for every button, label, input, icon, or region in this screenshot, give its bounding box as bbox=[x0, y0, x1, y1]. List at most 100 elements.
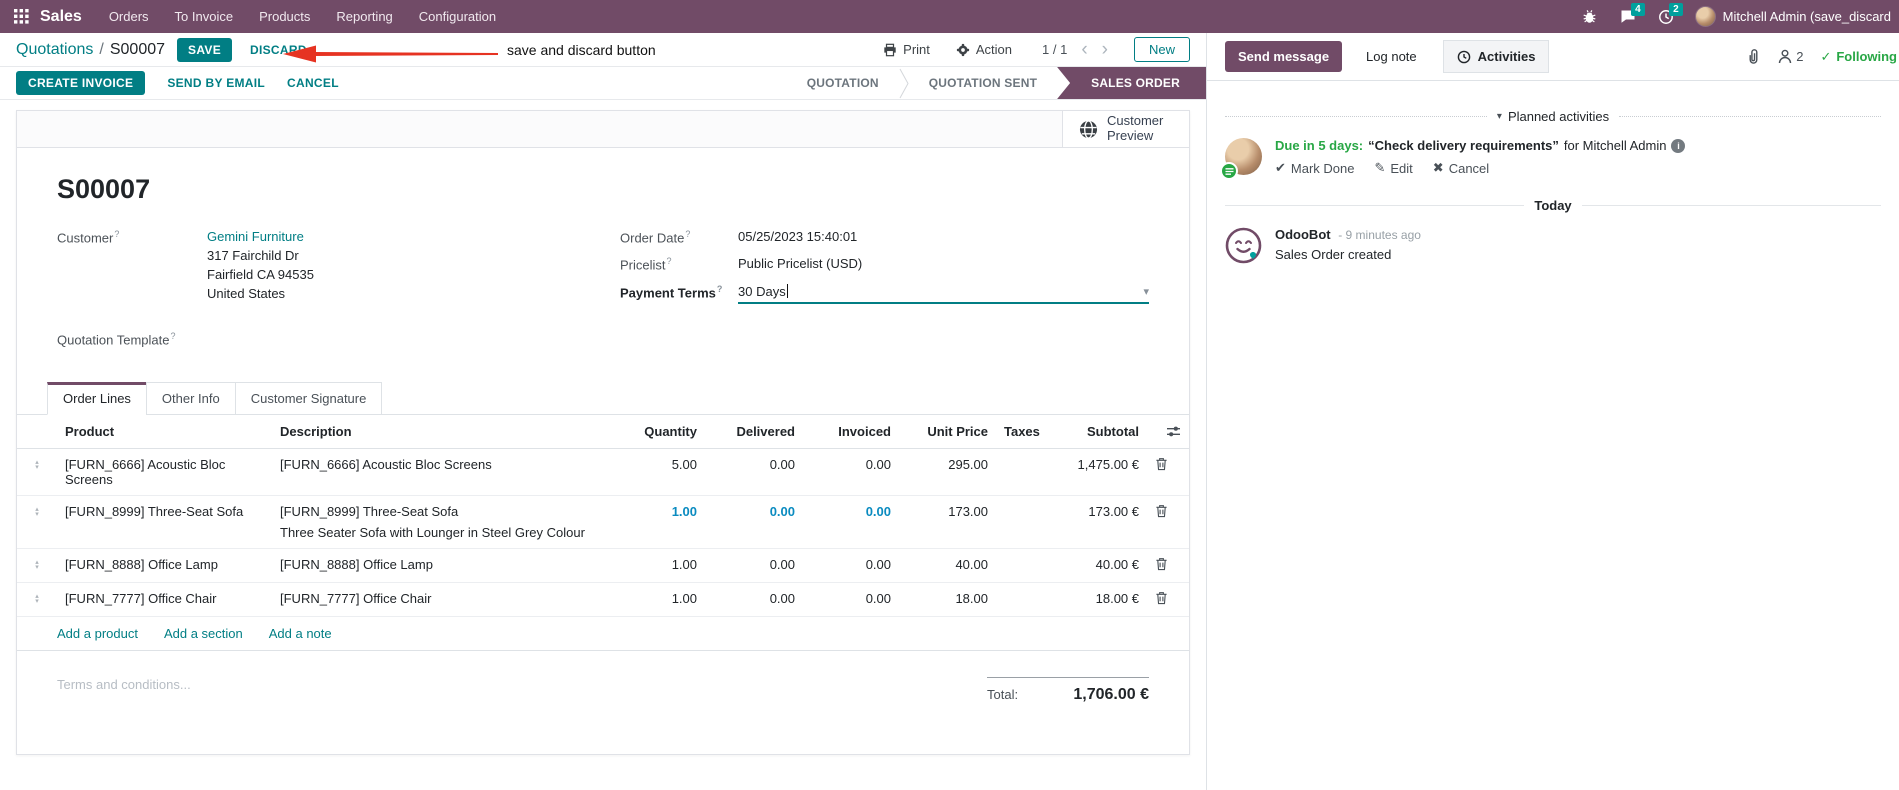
invoiced-header[interactable]: Invoiced bbox=[803, 415, 899, 450]
optional-columns-button[interactable] bbox=[1147, 415, 1189, 450]
user-menu[interactable]: Mitchell Admin (save_discard bbox=[1689, 6, 1891, 27]
activities-clock-icon[interactable]: 2 bbox=[1651, 0, 1683, 33]
menu-orders[interactable]: Orders bbox=[108, 9, 149, 24]
messages-icon[interactable]: 4 bbox=[1613, 0, 1645, 33]
info-icon[interactable]: i bbox=[1671, 138, 1686, 153]
menu-products[interactable]: Products bbox=[259, 9, 311, 24]
following-button[interactable]: ✓ Following bbox=[1820, 49, 1897, 65]
order-sheet: Customer Preview S00007 Customer? bbox=[16, 110, 1190, 755]
pager-next-icon[interactable]: › bbox=[1101, 39, 1108, 60]
drag-handle-icon[interactable]: ▴ ▾ bbox=[35, 506, 39, 519]
cell-delivered: 0.00 bbox=[705, 548, 803, 584]
status-step-sales-order[interactable]: SALES ORDER bbox=[1057, 67, 1206, 99]
log-note-button[interactable]: Log note bbox=[1366, 49, 1417, 64]
order-date-value[interactable]: 05/25/2023 15:40:01 bbox=[738, 229, 858, 244]
table-row[interactable]: ▴ ▾ [FURN_6666] Acoustic Bloc Screens [FU… bbox=[17, 448, 1189, 497]
customer-preview-label: Customer Preview bbox=[1107, 113, 1164, 143]
planned-activities-toggle[interactable]: ▾ Planned activities bbox=[1497, 109, 1609, 124]
subtotal-header[interactable]: Subtotal bbox=[1046, 415, 1147, 450]
payment-terms-input[interactable]: 30 Days ▾ bbox=[738, 284, 1149, 304]
delete-line-button[interactable] bbox=[1155, 591, 1168, 605]
delete-line-button[interactable] bbox=[1155, 504, 1168, 518]
save-button[interactable]: SAVE bbox=[177, 37, 233, 62]
cell-description: [FURN_7777] Office Chair bbox=[272, 582, 606, 618]
print-button[interactable]: Print bbox=[883, 42, 930, 57]
customer-name-link[interactable]: Gemini Furniture bbox=[207, 229, 304, 244]
tab-customer-signature[interactable]: Customer Signature bbox=[234, 382, 383, 416]
message-author[interactable]: OdooBot bbox=[1275, 227, 1331, 242]
edit-activity-button[interactable]: ✎ Edit bbox=[1374, 160, 1412, 176]
cell-description: [FURN_8999] Three-Seat Sofa Three Seater… bbox=[272, 495, 606, 550]
drag-handle-icon[interactable]: ▴ ▾ bbox=[35, 459, 39, 472]
menu-to-invoice[interactable]: To Invoice bbox=[174, 9, 234, 24]
add-section-link[interactable]: Add a section bbox=[163, 626, 243, 642]
chatter-message: OdooBot - 9 minutes ago Sales Order crea… bbox=[1225, 227, 1881, 264]
tab-order-lines[interactable]: Order Lines bbox=[47, 382, 147, 416]
printer-icon bbox=[884, 43, 896, 56]
table-row[interactable]: ▴ ▾ [FURN_7777] Office Chair [FURN_7777] … bbox=[17, 582, 1189, 618]
create-invoice-button[interactable]: CREATE INVOICE bbox=[16, 71, 146, 95]
cell-invoiced: 0.00 bbox=[803, 582, 899, 618]
new-button[interactable]: New bbox=[1133, 37, 1190, 62]
description-header[interactable]: Description bbox=[272, 415, 606, 450]
terms-and-conditions-input[interactable]: Terms and conditions... bbox=[57, 677, 191, 693]
attach-files-button[interactable] bbox=[1746, 48, 1761, 65]
menu-reporting[interactable]: Reporting bbox=[336, 9, 393, 24]
app-name[interactable]: Sales bbox=[40, 7, 82, 25]
order-date-field: Order Date? 05/25/2023 15:40:01 bbox=[620, 229, 1149, 245]
activity-summary-line: Due in 5 days: “Check delivery requireme… bbox=[1275, 138, 1686, 153]
drag-handle-icon[interactable]: ▴ ▾ bbox=[35, 559, 39, 572]
add-product-link[interactable]: Add a product bbox=[57, 626, 138, 642]
order-lines-table: Product Description Quantity Delivered I… bbox=[17, 415, 1189, 618]
sheet-button-box: Customer Preview bbox=[17, 111, 1189, 148]
mark-done-button[interactable]: ✔ Mark Done bbox=[1275, 160, 1354, 176]
discard-button[interactable]: DISCARD bbox=[250, 42, 307, 57]
pricelist-value[interactable]: Public Pricelist (USD) bbox=[738, 256, 863, 272]
table-row[interactable]: ▴ ▾ [FURN_8999] Three-Seat Sofa [FURN_899… bbox=[17, 495, 1189, 550]
drag-handle-icon[interactable]: ▴ ▾ bbox=[35, 593, 39, 606]
customer-preview-button[interactable]: Customer Preview bbox=[1062, 111, 1189, 147]
status-step-quotation-sent[interactable]: QUOTATION SENT bbox=[928, 76, 1038, 90]
send-by-email-button[interactable]: SEND BY EMAIL bbox=[167, 76, 266, 90]
delivered-header[interactable]: Delivered bbox=[705, 415, 803, 450]
action-buttons: CREATE INVOICE SEND BY EMAIL CANCEL bbox=[16, 67, 339, 99]
menu-configuration[interactable]: Configuration bbox=[418, 9, 497, 24]
table-row[interactable]: ▴ ▾ [FURN_8888] Office Lamp [FURN_8888] O… bbox=[17, 548, 1189, 584]
product-header[interactable]: Product bbox=[57, 415, 272, 450]
status-step-quotation[interactable]: QUOTATION bbox=[806, 76, 879, 90]
cell-taxes bbox=[996, 548, 1046, 584]
taxes-header[interactable]: Taxes bbox=[996, 415, 1046, 450]
breadcrumb-quotations-link[interactable]: Quotations bbox=[16, 40, 94, 58]
debug-bug-icon[interactable] bbox=[1575, 0, 1605, 33]
divider-line bbox=[1581, 205, 1882, 206]
delete-line-button[interactable] bbox=[1155, 457, 1168, 471]
quantity-header[interactable]: Quantity bbox=[606, 415, 705, 450]
total-value: 1,706.00 € bbox=[1073, 686, 1149, 704]
field-groups: Customer? Gemini Furniture 317 Fairchild… bbox=[57, 229, 1149, 358]
today-label: Today bbox=[1534, 198, 1572, 213]
unit-price-header[interactable]: Unit Price bbox=[899, 415, 996, 450]
chatter-panel: Send message Log note Activities bbox=[1206, 33, 1899, 790]
cancel-button[interactable]: CANCEL bbox=[287, 76, 339, 90]
grid-icon bbox=[13, 9, 29, 24]
send-message-button[interactable]: Send message bbox=[1225, 41, 1343, 72]
pager-previous-icon[interactable]: ‹ bbox=[1081, 39, 1088, 60]
cancel-activity-button[interactable]: ✖ Cancel bbox=[1433, 160, 1489, 176]
chevron-down-icon[interactable]: ▾ bbox=[1143, 285, 1149, 298]
action-button[interactable]: Action bbox=[956, 42, 1012, 57]
cell-unit-price: 18.00 bbox=[899, 582, 996, 618]
activities-button[interactable]: Activities bbox=[1442, 40, 1550, 73]
cell-description: [FURN_8888] Office Lamp bbox=[272, 548, 606, 584]
mark-done-label: Mark Done bbox=[1290, 160, 1355, 176]
quotation-template-field[interactable]: Quotation Template? bbox=[57, 331, 620, 347]
field-group-left: Customer? Gemini Furniture 317 Fairchild… bbox=[57, 229, 620, 358]
chatter-toolbar-right: 2 ✓ Following bbox=[1746, 48, 1899, 65]
followers-button[interactable]: 2 bbox=[1778, 49, 1803, 64]
delete-line-button[interactable] bbox=[1155, 557, 1168, 571]
add-note-link[interactable]: Add a note bbox=[268, 626, 332, 642]
apps-menu-icon[interactable] bbox=[8, 0, 34, 33]
user-avatar bbox=[1694, 6, 1716, 27]
tab-other-info[interactable]: Other Info bbox=[145, 382, 236, 416]
control-panel-right: Print Action 1 / 1 ‹ › New bbox=[857, 37, 1190, 62]
sliders-icon bbox=[1167, 426, 1180, 437]
